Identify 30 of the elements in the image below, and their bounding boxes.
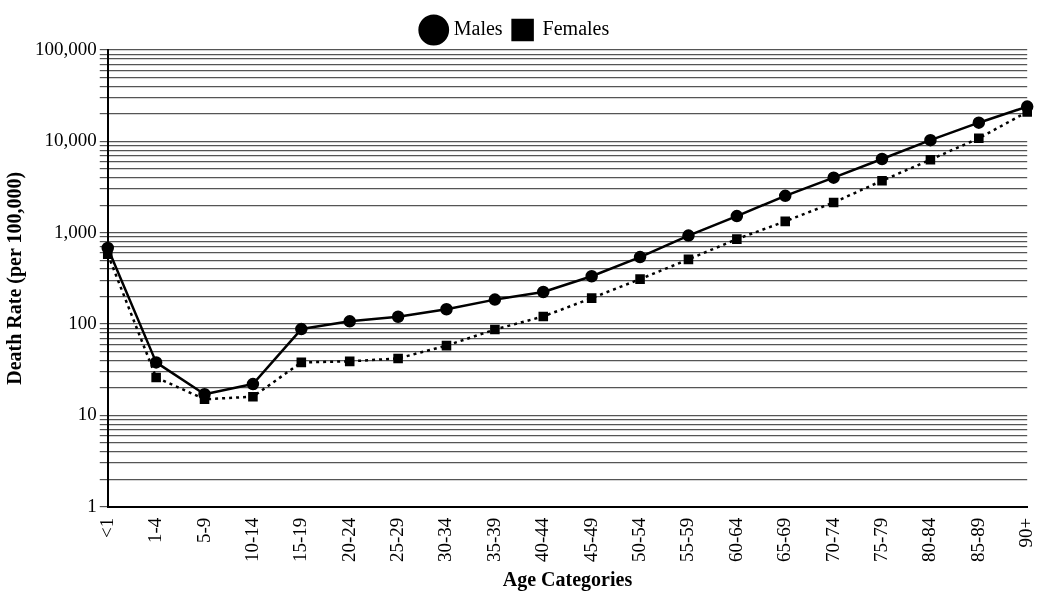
x-tick-label: 65-69 — [773, 517, 795, 562]
x-tick-label: 30-34 — [434, 517, 456, 562]
x-tick-label: 40-44 — [531, 517, 553, 562]
y-tick-label: 10 — [77, 403, 97, 425]
x-tick-label: 10-14 — [240, 517, 262, 562]
y-tick-label: 10,000 — [44, 129, 97, 151]
x-tick-label: 20-24 — [337, 517, 359, 562]
x-tick-label: 25-29 — [386, 517, 408, 562]
y-tick-label: 100,000 — [35, 37, 97, 59]
x-tick-label: 80-84 — [918, 517, 940, 562]
x-tick-label: <1 — [95, 517, 117, 538]
x-axis-title: Age Categories — [502, 568, 633, 592]
legend-label: Females — [542, 17, 610, 40]
y-tick-label: 1 — [87, 494, 97, 516]
x-tick-label: 5-9 — [192, 517, 214, 543]
x-tick-label: 1-4 — [144, 517, 166, 543]
x-tick-label: 55-59 — [676, 517, 698, 562]
x-tick-label: 90+ — [1015, 517, 1037, 548]
x-tick-label: 75-79 — [870, 517, 892, 562]
x-tick-label: 35-39 — [482, 517, 504, 562]
x-tick-label: 50-54 — [628, 517, 650, 562]
x-tick-label: 45-49 — [579, 517, 601, 562]
y-axis-title: Death Rate (per 100,000) — [3, 171, 27, 385]
x-tick-label: 70-74 — [821, 517, 843, 562]
y-tick-label: 1,000 — [54, 220, 97, 242]
x-tick-label: 15-19 — [289, 517, 311, 562]
x-tick-label: 60-64 — [724, 517, 746, 562]
x-tick-label: 85-89 — [966, 517, 988, 562]
legend-label: Males — [453, 17, 503, 40]
y-tick-label: 100 — [68, 311, 97, 333]
